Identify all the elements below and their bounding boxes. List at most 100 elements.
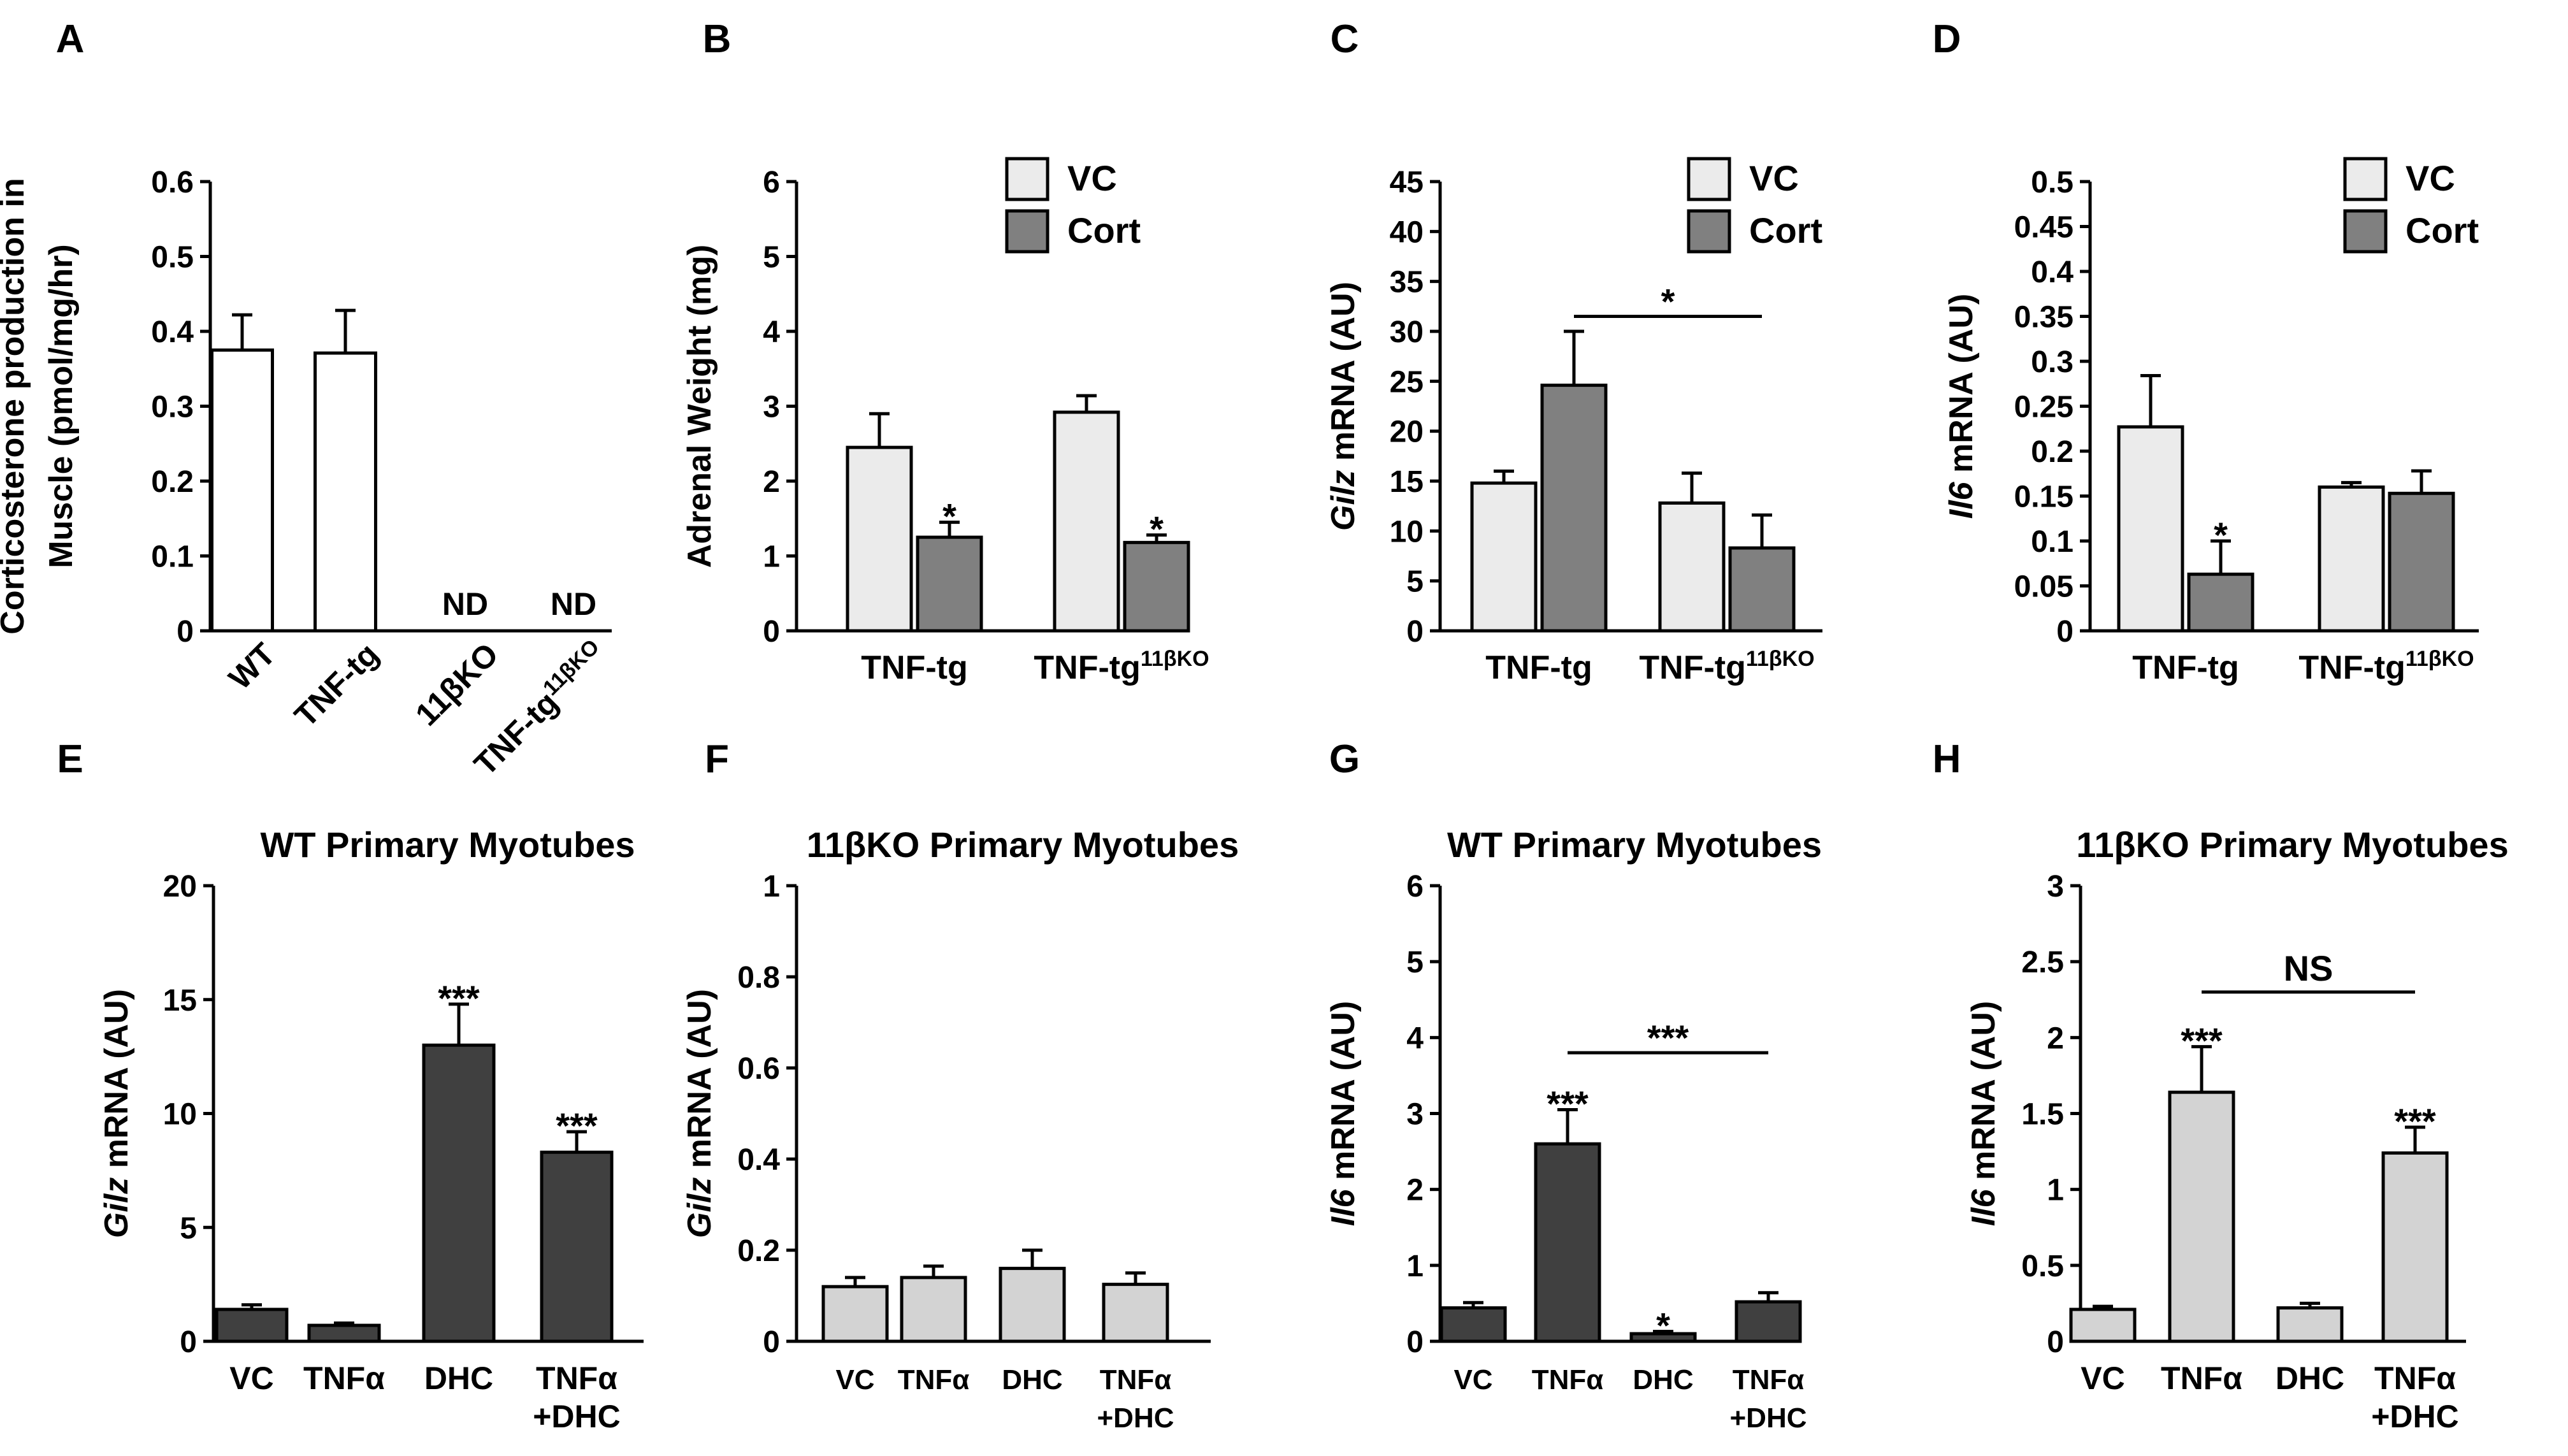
bar: [900, 1276, 967, 1343]
panel-letter: B: [703, 17, 732, 61]
y-tick-label: 0.2: [2031, 435, 2074, 469]
y-tick-label: 0: [180, 1325, 197, 1359]
bar: [1102, 1283, 1169, 1343]
y-tick-label: 0: [1406, 615, 1424, 649]
y-axis-label: Il6 mRNA (AU): [1965, 1001, 2002, 1226]
x-tick-label: TNFα: [2161, 1360, 2242, 1396]
x-tick-label-text: DHC: [1633, 1364, 1693, 1395]
y-tick-label: 4: [1406, 1021, 1424, 1055]
y-tick-label: 5: [180, 1211, 197, 1245]
y-tick-label: 0.5: [2031, 166, 2074, 199]
x-tick-label-text: VC: [835, 1364, 874, 1395]
x-tick-label: TNFα: [536, 1360, 617, 1396]
legend-label: Cort: [2406, 210, 2479, 250]
x-tick-label-sup: 11βKO: [1746, 647, 1815, 671]
bar: [846, 445, 913, 633]
bracket-label: *: [1661, 282, 1675, 322]
bar: [2388, 491, 2455, 633]
x-tick-label-text: TNFα: [2161, 1360, 2242, 1396]
panel-e: E WT Primary Myotubes 0 5 10 15 20 Gilz mRNA (A…: [57, 737, 644, 1434]
bar: [821, 1285, 889, 1343]
y-tick-label: 3: [763, 391, 780, 424]
bar: [307, 1323, 381, 1343]
panel-letter: A: [56, 17, 85, 61]
y-tick-label: 0.35: [2014, 301, 2074, 335]
y-tick-label: 0: [1406, 1325, 1424, 1359]
y-tick-label: 3: [1406, 1098, 1424, 1132]
significance-label: ***: [556, 1106, 598, 1146]
x-tick-label-line2: +DHC: [1729, 1402, 1807, 1434]
y-tick-label: 0.8: [737, 961, 780, 995]
x-tick-label: WT: [222, 636, 282, 696]
y-tick-label: 0.5: [151, 241, 194, 275]
panel-letter: H: [1933, 737, 1961, 781]
y-tick-label: 1: [1406, 1250, 1424, 1283]
x-tick-label-line2: +DHC: [533, 1399, 621, 1434]
bar: [916, 535, 983, 633]
panel-letter: F: [705, 737, 729, 781]
chart-title: 11βKO Primary Myotubes: [807, 825, 1239, 865]
y-tick-label: 25: [1390, 365, 1424, 399]
y-tick-label: 0: [763, 1325, 780, 1359]
legend-label: VC: [1067, 158, 1117, 198]
x-tick-label-sup: 11βKO: [2406, 647, 2474, 671]
x-tick-label-text: DHC: [2276, 1360, 2344, 1396]
x-tick-label-text: TNF-tg: [2298, 649, 2405, 686]
x-tick-label: VC: [1454, 1364, 1492, 1395]
x-tick-label-text: WT: [222, 636, 282, 696]
x-tick-label: VC: [835, 1364, 874, 1395]
x-tick-label: TNF-tg: [287, 636, 385, 733]
y-axis-label-unit: mRNA (AU): [1325, 1001, 1362, 1190]
x-tick-label-text: TNF-tg: [861, 649, 967, 686]
x-tick-label-text: TNF-tg: [1485, 649, 1592, 686]
legend-swatch: [1005, 157, 1050, 201]
x-tick-label: TNFα: [2374, 1360, 2456, 1396]
x-tick-label-text: TNFα: [1100, 1364, 1172, 1395]
y-tick-label: 0.5: [2021, 1250, 2064, 1283]
panel-g: G WT Primary Myotubes 0 1 2 3 4 5 6 Il6 mRNA (AU)…: [1325, 737, 1822, 1434]
x-tick-label: TNF-tg11βKO: [2298, 647, 2474, 686]
panel-letter: G: [1329, 737, 1360, 781]
x-tick-label: TNF-tg11βKO: [1639, 647, 1814, 686]
y-tick-label: 0.4: [151, 315, 194, 349]
bracket-label: ***: [1647, 1018, 1689, 1058]
x-tick-label-text: TNFα: [2374, 1360, 2456, 1396]
chart-title: WT Primary Myotubes: [260, 825, 635, 865]
x-tick-label: 11βKO: [408, 636, 505, 733]
legend-label: Cort: [1749, 210, 1822, 250]
x-tick-label: TNFα: [898, 1364, 970, 1395]
y-tick-label: 0.6: [151, 166, 194, 199]
significance-label: ***: [2181, 1021, 2223, 1061]
y-tick-label: 0.4: [2031, 256, 2074, 289]
x-tick-label-text: VC: [1454, 1364, 1492, 1395]
bar: [1439, 1306, 1507, 1343]
y-axis-label: Muscle (pmol/mg/hr): [43, 244, 80, 568]
x-tick-label-text: TNF-tg: [1034, 649, 1140, 686]
y-tick-label: 20: [163, 870, 197, 904]
y-tick-label: 15: [163, 984, 197, 1018]
x-tick-label: TNFα: [1100, 1364, 1172, 1395]
y-axis-label-gene: Il6: [1965, 1188, 2002, 1226]
y-axis-label-unit: mRNA (AU): [1325, 282, 1362, 470]
panel-d: D 0 0.05 0.1 0.15 0.2 0.25 0.3 0.35 0.4 0.45 0.5 Il6…: [1933, 17, 2479, 686]
bar: [1470, 481, 1538, 633]
x-tick-label: DHC: [1002, 1364, 1062, 1395]
y-tick-label: 0: [177, 615, 194, 649]
y-tick-label: 5: [763, 241, 780, 275]
panel-h: H 11βKO Primary Myotubes 0 0.5 1 1.5 2 2.5 3 Il6 …: [1933, 737, 2509, 1434]
significance-label: *: [2214, 515, 2228, 555]
panel-letter: D: [1933, 17, 1961, 61]
y-tick-label: 20: [1390, 415, 1424, 449]
bracket-label: NS: [2284, 948, 2334, 988]
bar: [2276, 1306, 2344, 1343]
bar: [2069, 1308, 2137, 1343]
y-tick-label: 0: [763, 615, 780, 649]
x-tick-label-text: TNFα: [536, 1360, 617, 1396]
y-axis-label-gene: Gilz: [98, 1178, 135, 1238]
bar: [215, 1308, 289, 1343]
x-tick-label-sup: 11βKO: [538, 635, 604, 700]
bar: [1123, 540, 1190, 633]
x-tick-label-text: TNF-tg: [287, 636, 385, 733]
x-tick-label: VC: [2081, 1360, 2124, 1396]
